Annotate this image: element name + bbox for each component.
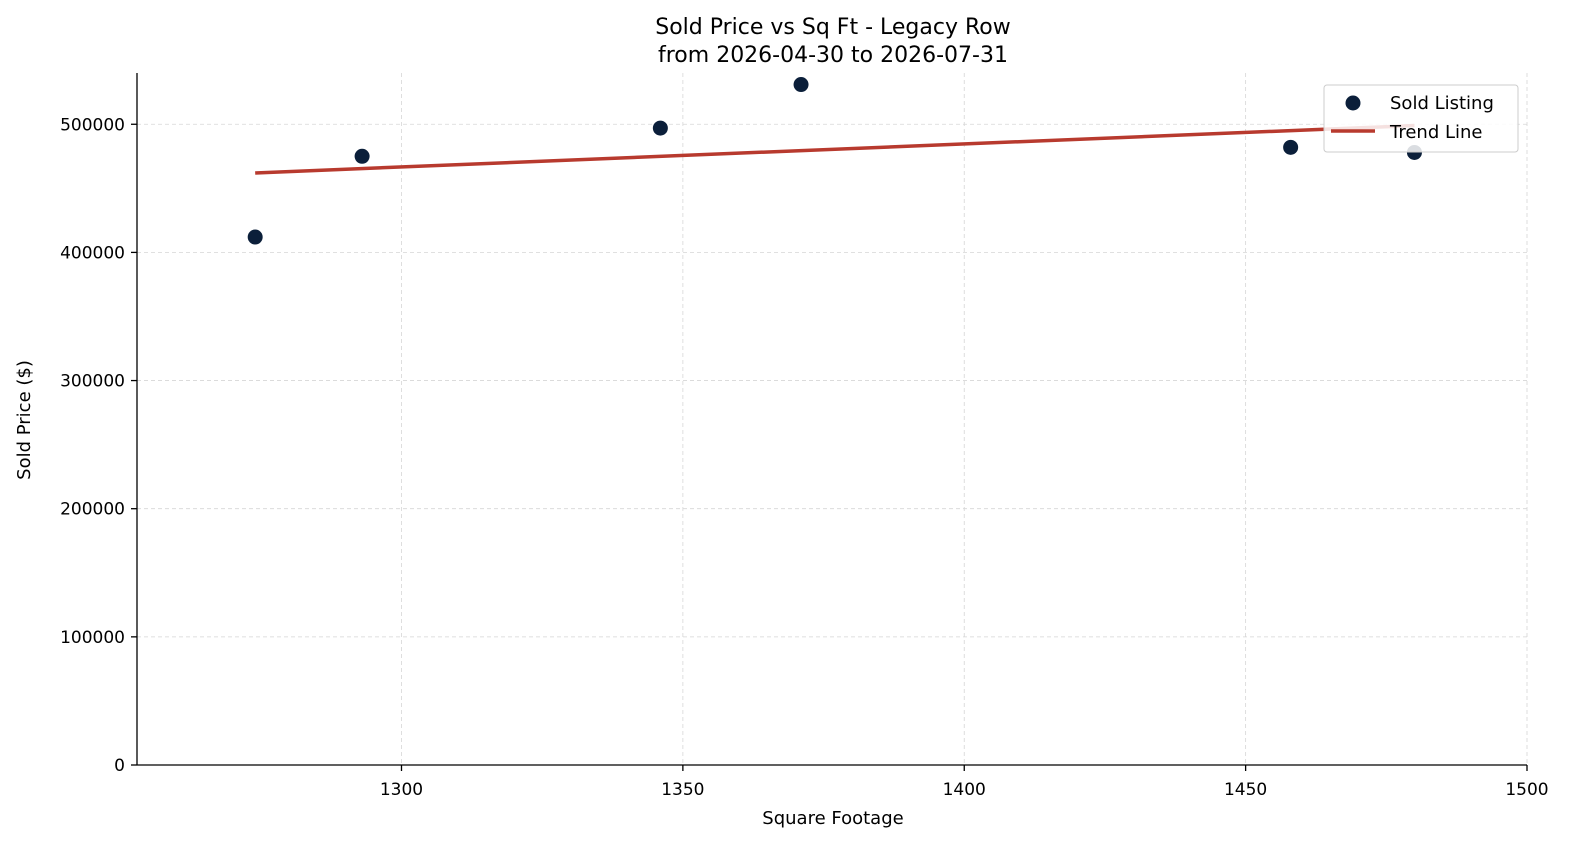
x-tick-label: 1300 xyxy=(380,780,423,800)
axes: 1300 1350 1400 1450 1500 0 100000 200000 300000 4… xyxy=(60,73,1549,800)
y-tick-label: 500000 xyxy=(60,115,125,135)
legend-label-trend-line: Trend Line xyxy=(1389,122,1483,143)
x-axis-label: Square Footage xyxy=(762,808,903,829)
chart-subtitle: from 2026-04-30 to 2026-07-31 xyxy=(658,43,1008,68)
chart-title: Sold Price vs Sq Ft - Legacy Row xyxy=(655,15,1010,40)
y-tick-label: 0 xyxy=(114,756,125,776)
y-tick-label: 300000 xyxy=(60,372,125,392)
data-point xyxy=(652,120,668,136)
grid xyxy=(137,73,1528,766)
y-axis-label: Sold Price ($) xyxy=(14,360,35,480)
legend-box xyxy=(1323,84,1519,153)
x-tick-label: 1350 xyxy=(661,780,704,800)
y-tick-label: 100000 xyxy=(60,628,125,648)
legend-marker-sold-listing xyxy=(1345,95,1361,111)
legend: Sold Listing Trend Line xyxy=(1323,84,1519,153)
data-point xyxy=(247,229,263,245)
x-tick-label: 1500 xyxy=(1505,780,1548,800)
data-point xyxy=(354,148,370,164)
legend-label-sold-listing: Sold Listing xyxy=(1390,93,1494,114)
trend-layer xyxy=(255,123,1415,175)
trend-line xyxy=(255,123,1415,175)
y-tick-label: 200000 xyxy=(60,500,125,520)
y-tick-label: 400000 xyxy=(60,243,125,263)
x-tick-label: 1400 xyxy=(943,780,986,800)
data-point xyxy=(1283,139,1299,155)
data-point xyxy=(793,77,809,93)
x-tick-label: 1450 xyxy=(1224,780,1267,800)
